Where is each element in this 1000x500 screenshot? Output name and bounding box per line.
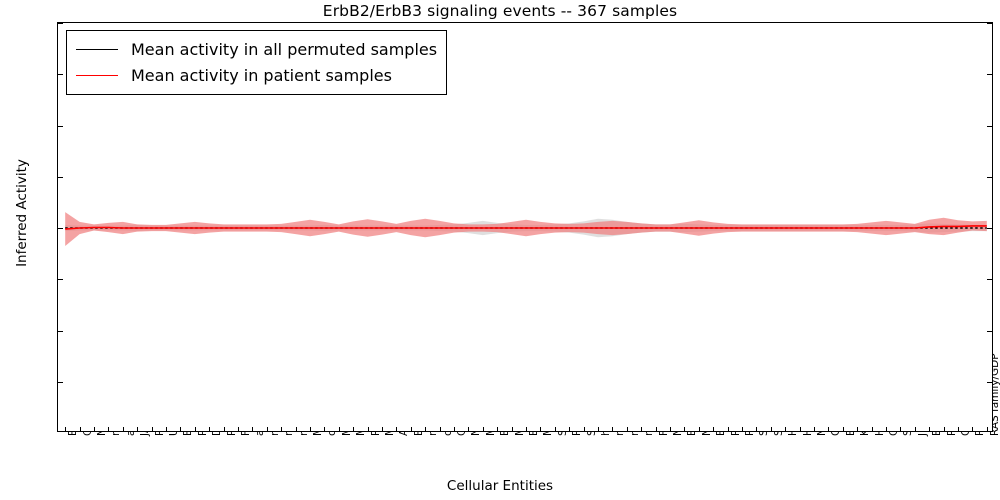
x-axis-tick-mark bbox=[958, 427, 959, 431]
x-axis-tick-mark bbox=[598, 427, 599, 431]
x-axis-tick-mark bbox=[65, 427, 66, 431]
x-axis-tick-mark bbox=[584, 427, 585, 431]
x-axis-tick-mark bbox=[641, 427, 642, 431]
chart-legend: Mean activity in all permuted samples Me… bbox=[66, 30, 448, 95]
y-axis-tick-mark bbox=[987, 331, 992, 332]
x-axis-tick-mark bbox=[886, 427, 887, 431]
x-axis-tick-mark bbox=[252, 427, 253, 431]
y-axis-tick-mark bbox=[987, 126, 992, 127]
x-axis-tick-mark bbox=[526, 427, 527, 431]
x-axis-tick-mark bbox=[972, 427, 973, 431]
x-axis-tick-mark bbox=[987, 427, 988, 431]
x-axis-tick-mark bbox=[152, 427, 153, 431]
y-axis-label: Inferred Activity bbox=[14, 159, 30, 267]
x-axis-tick-mark bbox=[944, 427, 945, 431]
y-axis-tick-mark bbox=[987, 74, 992, 75]
legend-item-patient: Mean activity in patient samples bbox=[76, 62, 437, 88]
x-axis-tick-mark bbox=[440, 427, 441, 431]
x-axis-tick-mark bbox=[684, 427, 685, 431]
x-axis-tick-mark bbox=[396, 427, 397, 431]
x-axis-tick-mark bbox=[296, 427, 297, 431]
y-axis-tick-mark bbox=[58, 382, 63, 383]
x-axis-tick-mark bbox=[627, 427, 628, 431]
x-axis-tick-mark bbox=[94, 427, 95, 431]
x-axis-tick-mark bbox=[929, 427, 930, 431]
x-axis-tick-mark bbox=[310, 427, 311, 431]
patient-mean-line bbox=[65, 225, 987, 230]
x-axis-tick-mark bbox=[267, 427, 268, 431]
x-axis-tick-mark bbox=[857, 427, 858, 431]
x-axis-tick-mark bbox=[497, 427, 498, 431]
y-axis-tick-mark bbox=[58, 279, 63, 280]
x-axis-tick-mark bbox=[224, 427, 225, 431]
x-axis-tick-mark bbox=[785, 427, 786, 431]
x-axis-tick-mark bbox=[512, 427, 513, 431]
x-axis-tick-mark bbox=[137, 427, 138, 431]
x-axis-tick-mark bbox=[699, 427, 700, 431]
y-axis-tick-mark bbox=[987, 177, 992, 178]
legend-swatch-patient bbox=[76, 74, 118, 76]
y-axis-tick-mark bbox=[58, 74, 63, 75]
y-axis-tick-mark bbox=[58, 228, 63, 229]
x-axis-tick-mark bbox=[915, 427, 916, 431]
legend-swatch-permuted bbox=[76, 48, 118, 50]
chart-title: ErbB2/ErbB3 signaling events -- 367 samp… bbox=[322, 2, 678, 20]
x-axis-tick-mark bbox=[742, 427, 743, 431]
x-axis-tick-mark bbox=[670, 427, 671, 431]
y-axis-tick-mark bbox=[987, 228, 992, 229]
x-axis-tick-mark bbox=[713, 427, 714, 431]
legend-label-permuted: Mean activity in all permuted samples bbox=[131, 39, 438, 59]
x-axis-tick-mark bbox=[454, 427, 455, 431]
x-axis-tick-mark bbox=[238, 427, 239, 431]
x-axis-tick-mark bbox=[569, 427, 570, 431]
x-axis-tick-mark bbox=[843, 427, 844, 431]
x-axis-tick-mark bbox=[800, 427, 801, 431]
x-axis-tick-mark bbox=[555, 427, 556, 431]
x-axis-tick-mark bbox=[771, 427, 772, 431]
legend-item-permuted: Mean activity in all permuted samples bbox=[76, 36, 437, 62]
x-axis-tick-mark bbox=[728, 427, 729, 431]
x-axis-tick-mark bbox=[468, 427, 469, 431]
y-axis-tick-mark bbox=[987, 382, 992, 383]
x-axis-tick-mark bbox=[353, 427, 354, 431]
patient-confidence-band bbox=[65, 212, 987, 246]
x-axis-label: Cellular Entities bbox=[446, 478, 554, 494]
x-axis-tick-mark bbox=[281, 427, 282, 431]
x-axis-tick-mark bbox=[195, 427, 196, 431]
x-axis-tick-mark bbox=[180, 427, 181, 431]
y-axis-tick-mark bbox=[987, 23, 992, 24]
y-axis-tick-mark bbox=[58, 126, 63, 127]
x-axis-tick-mark bbox=[209, 427, 210, 431]
x-axis-tick-mark bbox=[656, 427, 657, 431]
x-axis-tick-mark bbox=[123, 427, 124, 431]
y-axis-tick-mark bbox=[987, 279, 992, 280]
x-axis-tick-mark bbox=[814, 427, 815, 431]
x-axis-tick-mark bbox=[872, 427, 873, 431]
x-axis-tick-mark bbox=[411, 427, 412, 431]
x-axis-tick-mark bbox=[612, 427, 613, 431]
x-axis-tick-mark bbox=[368, 427, 369, 431]
x-axis-tick-mark bbox=[756, 427, 757, 431]
series-plot bbox=[65, 212, 987, 246]
x-axis-tick-mark bbox=[540, 427, 541, 431]
x-axis-tick-mark bbox=[900, 427, 901, 431]
x-axis-tick-mark bbox=[324, 427, 325, 431]
x-axis-tick-mark bbox=[483, 427, 484, 431]
legend-label-patient: Mean activity in patient samples bbox=[131, 65, 392, 85]
x-axis-tick-mark bbox=[339, 427, 340, 431]
y-axis-tick-mark bbox=[58, 331, 63, 332]
y-axis-tick-mark bbox=[58, 23, 63, 24]
y-axis-tick-mark bbox=[58, 177, 63, 178]
x-axis-tick-mark bbox=[828, 427, 829, 431]
x-axis-tick-mark bbox=[166, 427, 167, 431]
x-axis-tick-mark bbox=[80, 427, 81, 431]
x-axis-tick-mark bbox=[425, 427, 426, 431]
x-axis-tick-mark bbox=[108, 427, 109, 431]
x-axis-tick-mark bbox=[382, 427, 383, 431]
